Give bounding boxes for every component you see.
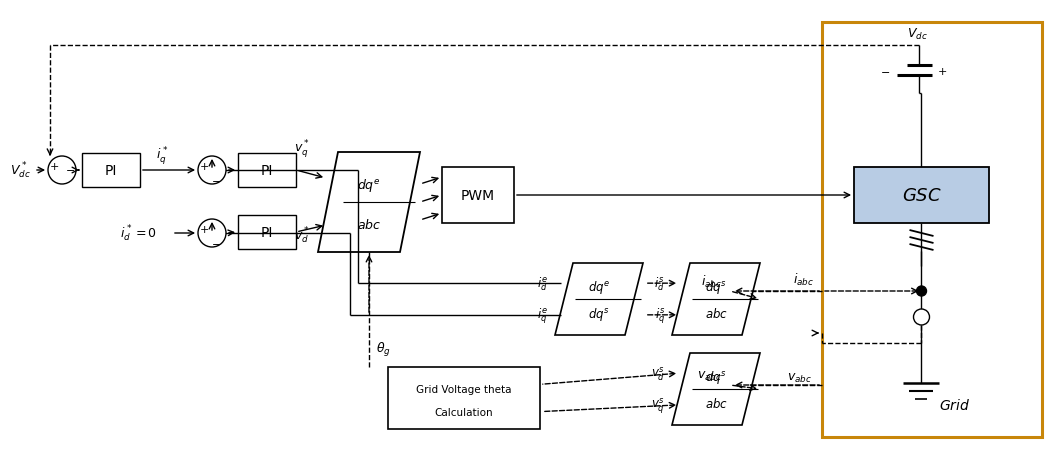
Circle shape [917, 286, 926, 296]
Text: Grid Voltage theta: Grid Voltage theta [416, 384, 511, 394]
Text: $i_d^e$: $i_d^e$ [537, 275, 547, 292]
FancyBboxPatch shape [442, 167, 514, 223]
Text: $V_{dc}$: $V_{dc}$ [906, 26, 927, 41]
Text: $GSC$: $GSC$ [902, 187, 941, 205]
Text: Calculation: Calculation [435, 407, 493, 417]
Text: $-$: $-$ [211, 175, 221, 185]
Text: $V_{dc}^*$: $V_{dc}^*$ [10, 161, 31, 181]
Text: PWM: PWM [460, 188, 495, 202]
Circle shape [914, 309, 929, 325]
Text: $i_q^e$: $i_q^e$ [537, 305, 547, 325]
FancyBboxPatch shape [82, 154, 140, 187]
Text: $dq^s$: $dq^s$ [706, 368, 727, 384]
Text: PI: PI [261, 164, 273, 177]
Text: $-$: $-$ [211, 238, 221, 248]
Circle shape [48, 157, 76, 185]
Circle shape [198, 219, 226, 248]
Text: $abc$: $abc$ [705, 307, 728, 321]
Polygon shape [555, 263, 643, 335]
Polygon shape [672, 263, 760, 335]
Text: $i_q^*$: $i_q^*$ [156, 145, 169, 167]
Text: $\theta_g$: $\theta_g$ [376, 340, 390, 358]
Text: $dq^e$: $dq^e$ [358, 177, 381, 194]
Text: $i_d^s$: $i_d^s$ [655, 275, 665, 292]
Circle shape [198, 157, 226, 185]
Text: $dq^s$: $dq^s$ [588, 305, 610, 322]
Text: $Grid$: $Grid$ [939, 398, 971, 413]
Text: $i_q^s$: $i_q^s$ [655, 305, 665, 325]
Text: $+$: $+$ [198, 224, 209, 235]
FancyBboxPatch shape [238, 154, 296, 187]
Polygon shape [672, 353, 760, 425]
Text: $+$: $+$ [198, 161, 209, 172]
Text: $v_q^*$: $v_q^*$ [294, 138, 310, 160]
FancyBboxPatch shape [854, 167, 989, 223]
Text: $i_{abc}$: $i_{abc}$ [793, 271, 814, 288]
Text: $dq^e$: $dq^e$ [588, 278, 610, 295]
Text: $v_d^s$: $v_d^s$ [650, 364, 665, 382]
Text: $i_{abc}$: $i_{abc}$ [701, 273, 721, 289]
FancyBboxPatch shape [388, 367, 540, 429]
Text: $-$: $-$ [880, 66, 890, 76]
Text: $abc$: $abc$ [356, 217, 381, 232]
Polygon shape [318, 153, 420, 253]
Text: $v_d^*$: $v_d^*$ [294, 225, 310, 246]
FancyBboxPatch shape [238, 216, 296, 249]
Text: $i_d^*=0$: $i_d^*=0$ [120, 223, 157, 243]
Text: PI: PI [105, 164, 117, 177]
Text: $+$: $+$ [937, 66, 947, 76]
Text: $v_{abc}$: $v_{abc}$ [697, 369, 721, 382]
Text: $v_q^s$: $v_q^s$ [651, 395, 665, 415]
Text: $+$: $+$ [49, 161, 59, 172]
Text: PI: PI [261, 226, 273, 239]
Text: $dq^s$: $dq^s$ [706, 278, 727, 295]
Text: $abc$: $abc$ [705, 396, 728, 410]
Text: $-$: $-$ [65, 164, 75, 174]
Text: $v_{abc}$: $v_{abc}$ [787, 371, 812, 384]
